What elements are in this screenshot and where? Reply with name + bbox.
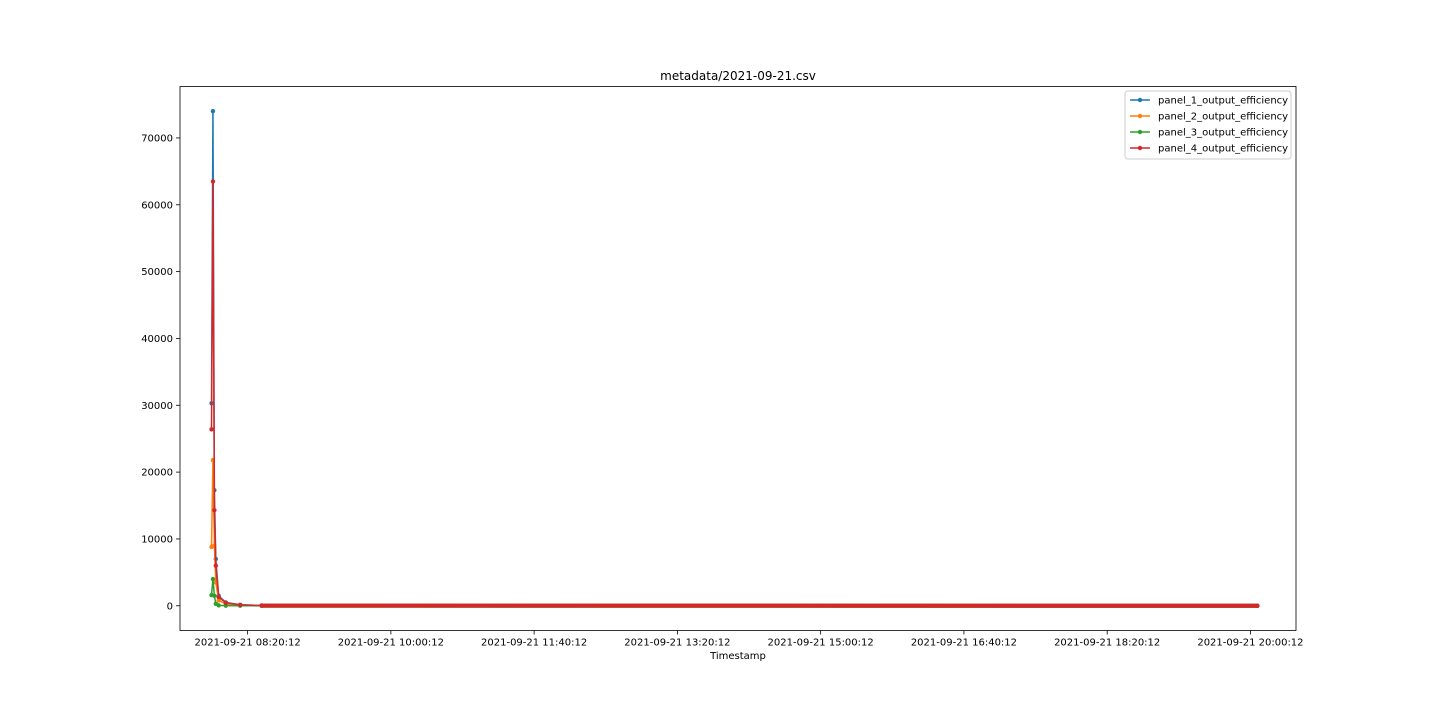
legend-label-3: panel_3_output_efficiency (1158, 128, 1288, 139)
legend-label-2: panel_2_output_efficiency (1158, 112, 1288, 123)
y-tick-label-8: 70000 (141, 133, 173, 144)
y-tick-label-1: 0 (167, 601, 173, 612)
series-4-point-1 (209, 427, 214, 432)
y-tick-label-4: 30000 (141, 401, 173, 412)
x-tick-label-8: 2021-09-21 20:00:12 (1197, 638, 1303, 649)
x-tick-label-4: 2021-09-21 13:20:12 (624, 638, 730, 649)
series-1-point-2 (210, 109, 216, 114)
series-4-point-9 (1255, 603, 1260, 608)
series-3-point-2 (210, 576, 216, 582)
series-line-3 (210, 578, 1258, 607)
series-4-point-3 (212, 508, 217, 513)
series-3-point-3 (212, 593, 217, 598)
legend-box (1124, 90, 1292, 160)
series-line-1 (210, 111, 1258, 607)
series-line-2 (210, 460, 1258, 607)
y-tick-label-7: 60000 (141, 200, 173, 211)
x-tick-label-1: 2021-09-21 08:20:12 (195, 638, 301, 649)
series-4-point-6 (223, 600, 229, 605)
series-2-point-5 (216, 598, 221, 603)
legend-marker-2 (1137, 113, 1143, 119)
y-tick-label-2: 10000 (141, 534, 173, 545)
series-4-point-7 (237, 602, 243, 608)
x-tick-label-7: 2021-09-21 18:20:12 (1054, 638, 1160, 649)
series-4-point-2 (210, 179, 216, 184)
series-4-point-8 (259, 603, 264, 608)
x-tick-label-6: 2021-09-21 16:40:12 (911, 638, 1017, 649)
legend-marker-1 (1137, 97, 1143, 103)
y-tick-label-3: 20000 (141, 468, 173, 479)
x-axis-label: Timestamp (709, 651, 766, 662)
series-3-point-5 (216, 603, 221, 608)
plot-frame (179, 86, 1297, 631)
series-4-point-5 (216, 594, 221, 600)
x-tick-label-2: 2021-09-21 10:00:12 (338, 638, 444, 649)
legend-label-4: panel_4_output_efficiency (1158, 144, 1288, 155)
series-4-point-4 (213, 563, 219, 568)
legend-marker-4 (1137, 145, 1143, 151)
x-tick-label-5: 2021-09-21 15:00:12 (768, 638, 874, 649)
legend-label-1: panel_1_output_efficiency (1158, 96, 1288, 107)
x-tick-label-3: 2021-09-21 11:40:12 (481, 638, 587, 649)
series-line-4 (210, 181, 1258, 607)
axes: 2021-09-21 08:20:12 2021-09-21 10:00:12 20… (141, 133, 1303, 648)
legend-marker-3 (1137, 129, 1143, 135)
plot-area (209, 109, 1260, 608)
chart-title: metadata/2021-09-21.csv (660, 69, 816, 83)
y-tick-label-5: 40000 (141, 334, 173, 345)
legend: panel_1_output_efficiency panel_2_output_… (1124, 90, 1292, 160)
y-tick-label-6: 50000 (141, 267, 173, 278)
